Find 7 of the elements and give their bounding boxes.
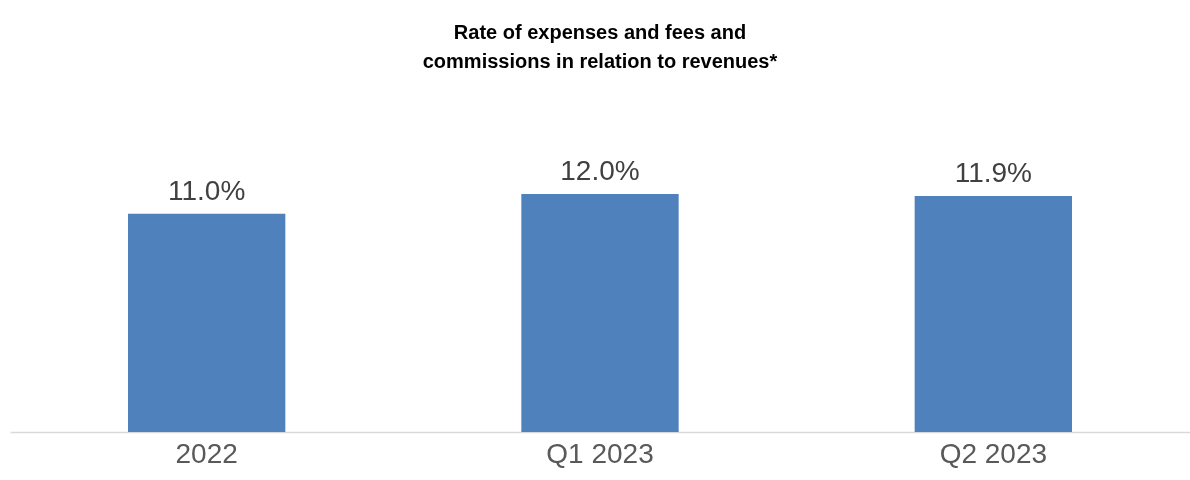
x-tick-label: Q1 2023: [546, 437, 654, 469]
data-label: 12.0%: [560, 155, 640, 186]
data-label: 11.0%: [168, 174, 246, 206]
data-label: 11.9%: [954, 156, 1032, 188]
chart-title: Rate of expenses and fees and commissions in relation to revenues*: [422, 21, 778, 72]
x-tick-label: 2022: [175, 437, 238, 469]
x-tick-label: Q2 2023: [939, 437, 1048, 469]
